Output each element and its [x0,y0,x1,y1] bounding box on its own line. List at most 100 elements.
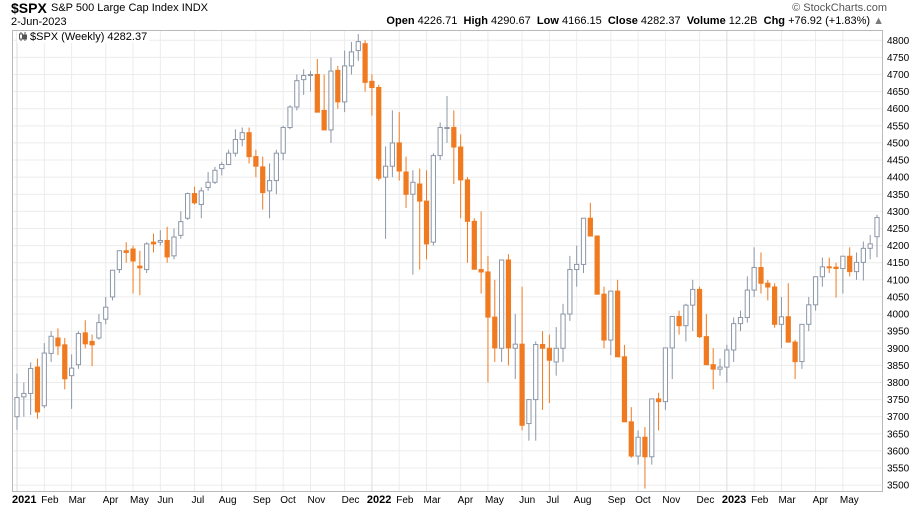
candle-body [130,248,136,262]
candle-body [676,315,682,327]
x-tick-label: Jun [519,495,535,506]
x-tick-label: Dec [342,495,360,506]
candle-body [355,41,361,52]
candle-body [662,347,669,403]
candle-body [55,337,61,347]
symbol: $SPX [11,0,47,16]
candle-body [246,132,252,158]
close-label: Close [607,15,638,27]
candle-body [553,347,559,363]
candle-body [321,109,327,131]
x-tick-label: Oct [280,495,296,506]
candle-body [41,352,47,407]
x-tick-label: Apr [813,495,829,506]
candle-body [696,288,703,338]
candle-body [867,243,873,249]
candle-body [68,367,75,377]
candle-body [171,236,177,257]
candle-body [14,397,20,418]
candle-body [62,344,68,380]
security-name: S&P 500 Large Cap Index INDX [51,2,208,14]
candle-body [396,142,402,172]
x-tick-label: Aug [219,495,237,506]
candle-body [806,304,812,325]
candle-body [703,336,709,366]
exchange-text: INDX [181,2,208,14]
x-tick-label: 2022 [367,494,391,506]
x-tick-label: Dec [697,495,715,506]
y-tick-label: 4100 [887,275,910,286]
candle-body [464,179,471,222]
candle-body [539,344,546,349]
volume-value: 12.2B [728,15,758,27]
candle-body [75,333,82,366]
x-tick-label: Jul [191,495,204,506]
x-tick-label: Sep [608,495,626,506]
candle-body [273,152,279,182]
candle-body [772,286,778,325]
high-label: High [463,15,488,27]
candle-body [580,217,587,265]
candle-body [840,255,846,270]
open-value: 4226.71 [417,15,458,27]
candle-legend-icon [19,31,27,41]
candle-body [608,290,614,341]
x-tick-label: 2021 [12,494,36,506]
candle-body [560,313,566,349]
candle-body [307,73,314,77]
plot-area-border [12,30,883,492]
chg-label: Chg [763,15,786,27]
candle-body [109,269,116,298]
candle-body [860,247,866,263]
candle-body [260,166,266,194]
candle-body [526,399,532,425]
candle-body [178,221,184,236]
candle-body [621,356,628,423]
y-tick-label: 4750 [887,53,910,64]
y-tick-label: 4200 [887,241,910,252]
x-tick-label: Apr [458,495,474,506]
y-tick-label: 3500 [887,481,910,492]
x-tick-label: 2023 [722,494,746,506]
x-tick-label: Feb [751,495,769,506]
candle-body [116,250,122,271]
candle-body [410,181,416,195]
candle-body [874,217,880,238]
candle-body [185,193,191,219]
x-tick-label: Jun [157,495,173,506]
y-tick-label: 4350 [887,190,910,201]
y-tick-label: 4050 [887,292,910,303]
candle-body [164,239,170,258]
candle-body [417,183,423,202]
candle-body [574,263,580,271]
candle-body [335,69,341,103]
candle-body [266,180,273,192]
chg-up-arrow-icon: ▲ [873,15,884,27]
y-tick-label: 3700 [887,412,910,423]
ohlc-readout: Open 4226.71 High 4290.67 Low 4166.15 Cl… [386,15,884,27]
candle-body [847,255,853,273]
candle-body [505,259,512,349]
candle-body [615,290,621,358]
chart-header: $SPX S&P 500 Large Cap Index INDX 2-Jun-… [0,0,913,30]
x-tick-label: May [485,495,504,506]
candle-body [437,127,443,157]
y-tick-label: 4150 [887,258,910,269]
candle-body [389,142,396,167]
y-tick-label: 3800 [887,378,910,389]
y-tick-label: 4450 [887,156,910,167]
candle-body [758,267,764,284]
y-tick-label: 3650 [887,429,910,440]
candle-body [48,335,54,354]
candle-body [205,181,211,188]
candle-body [376,86,382,179]
y-tick-label: 4600 [887,104,910,115]
volume-label: Volume [686,15,726,27]
x-tick-label: Nov [307,495,325,506]
candle-body [765,282,771,288]
x-tick-label: Jul [546,495,559,506]
x-tick-label: Feb [41,495,59,506]
y-tick-label: 3850 [887,361,910,372]
candle-body [737,316,744,325]
candle-body [498,259,505,349]
